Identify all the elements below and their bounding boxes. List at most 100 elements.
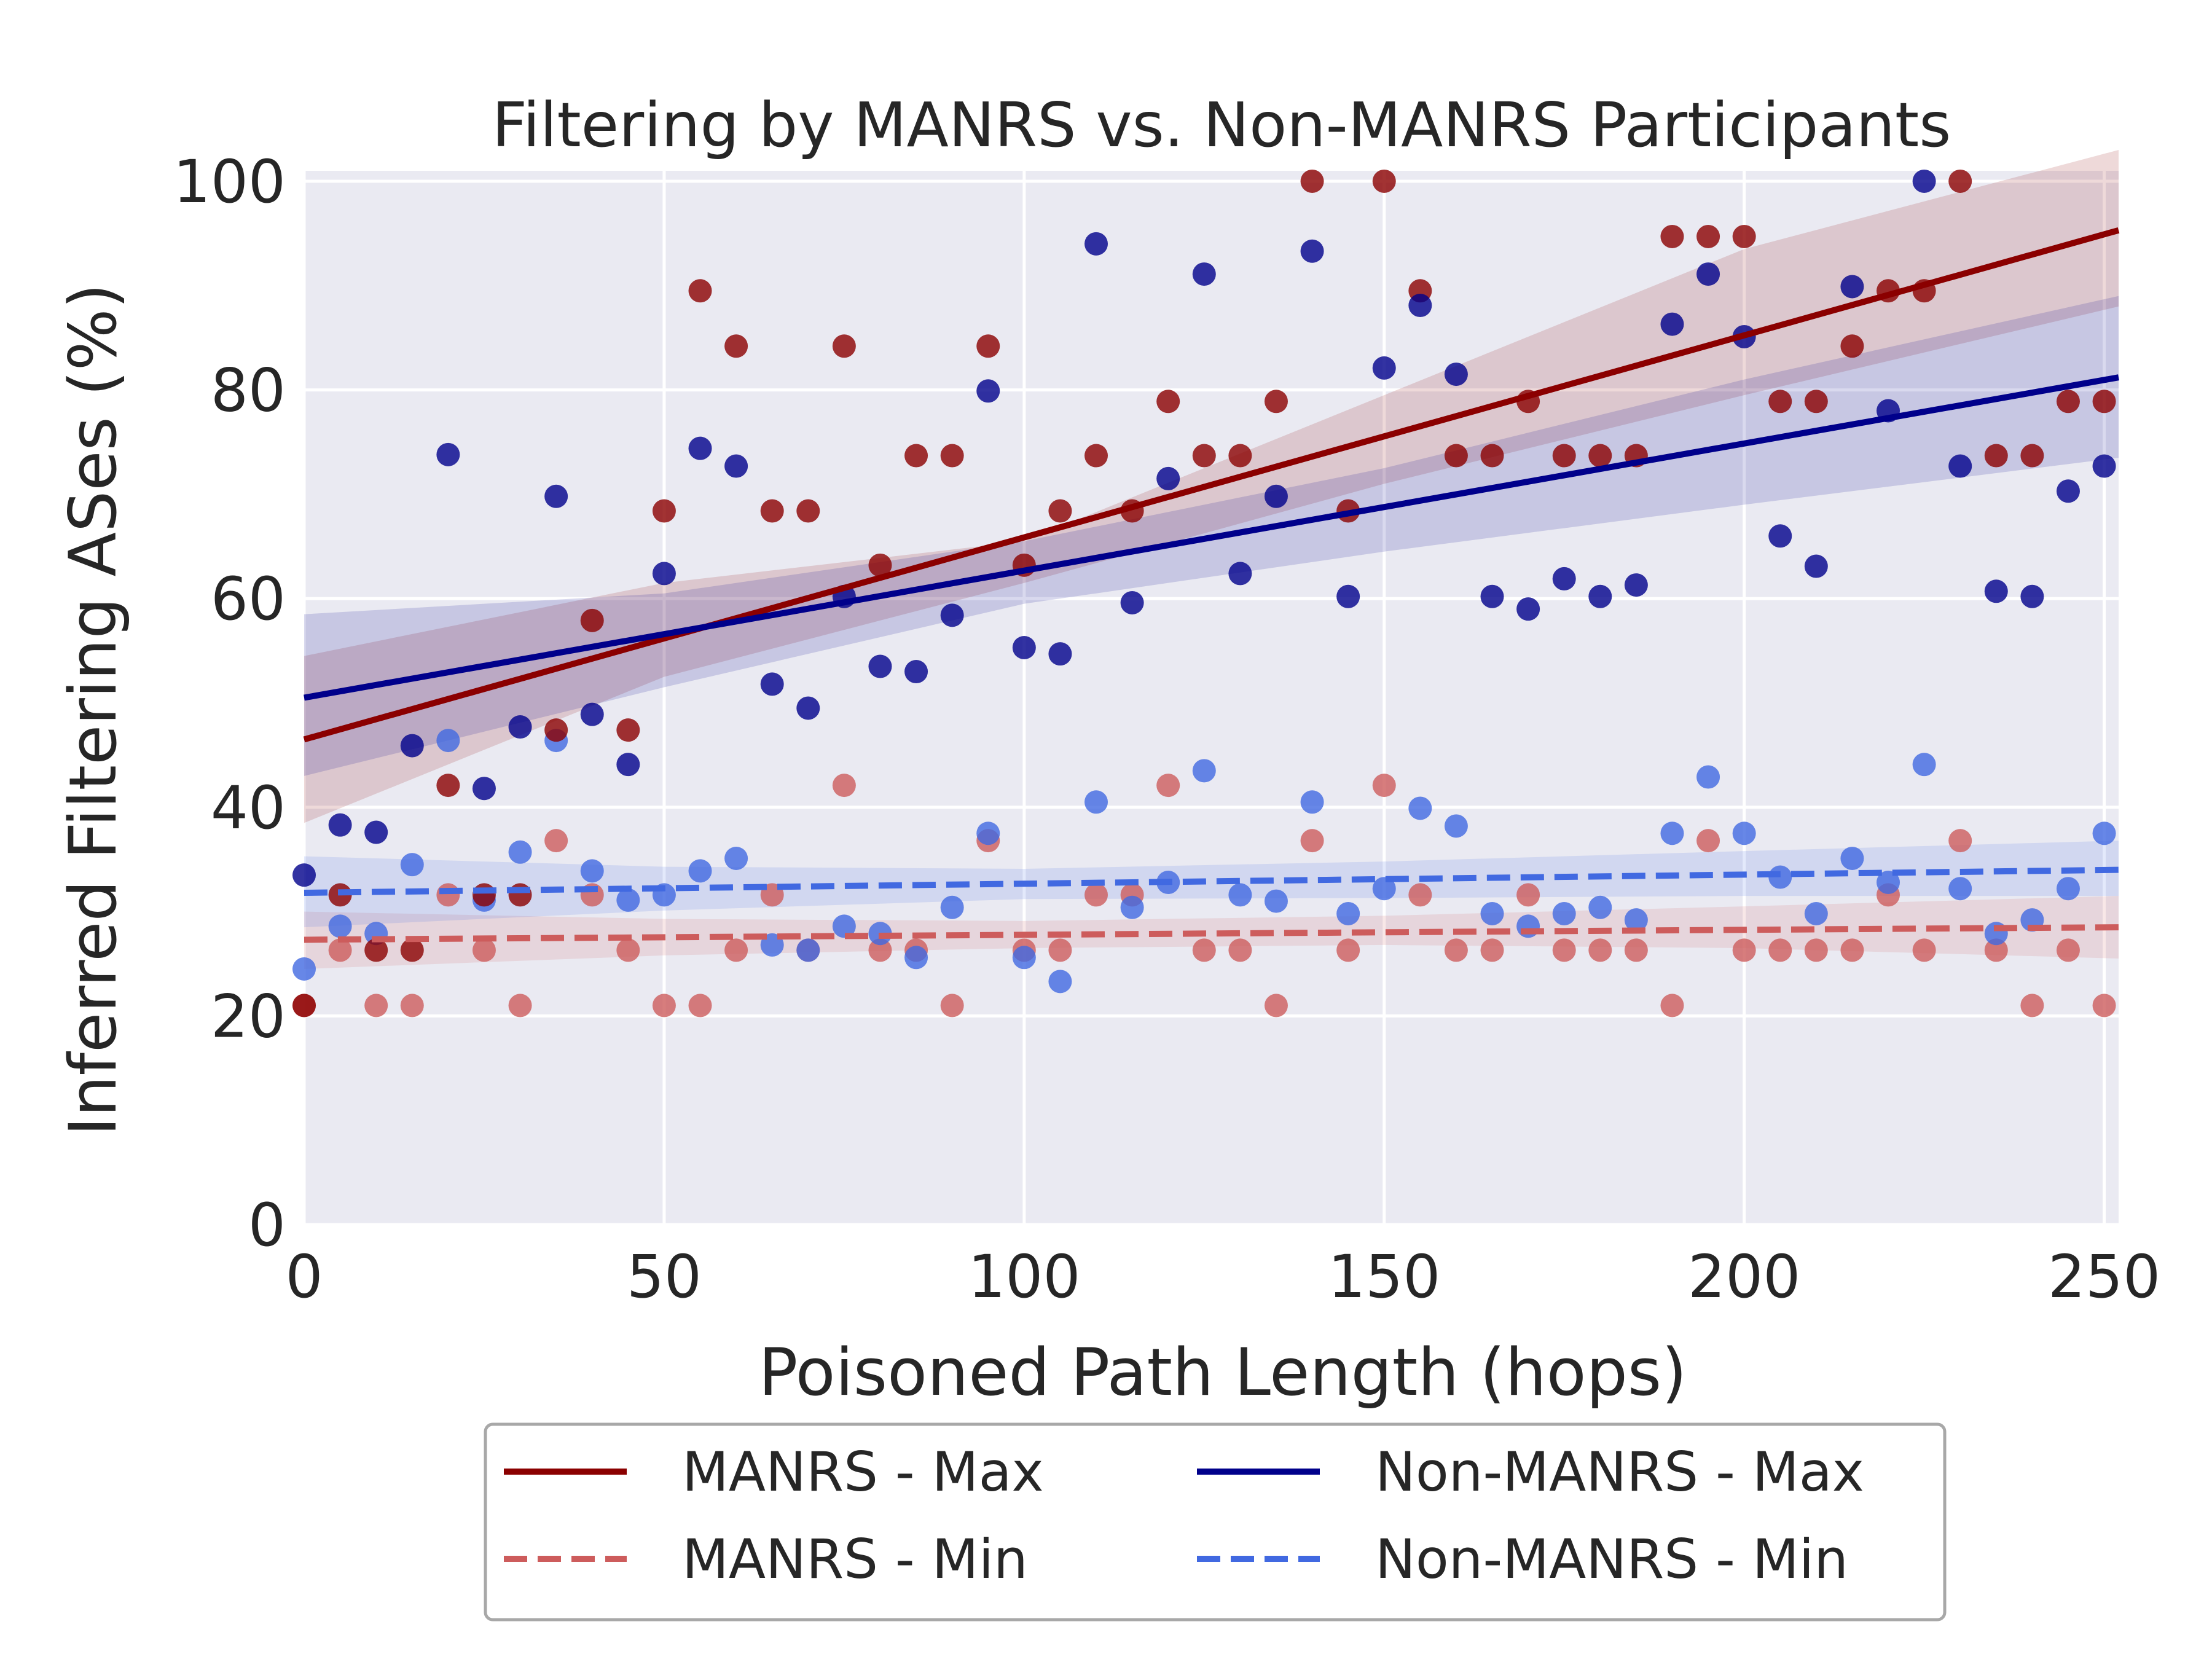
non-manrs-max-point: [1840, 275, 1864, 299]
manrs-max-point: [616, 718, 640, 742]
non-manrs-min-point: [1912, 753, 1936, 777]
manrs-min-point: [1444, 938, 1468, 962]
non-manrs-max-point: [616, 753, 640, 777]
manrs-max-point: [1264, 390, 1288, 414]
manrs-min-point: [508, 994, 532, 1018]
manrs-max-point: [2092, 390, 2116, 414]
manrs-max-point: [1228, 444, 1252, 468]
non-manrs-max-point: [292, 863, 316, 887]
non-manrs-max-point: [472, 777, 496, 801]
manrs-max-point: [1840, 334, 1864, 358]
non-manrs-max-point: [1588, 584, 1612, 608]
non-manrs-min-point: [1120, 895, 1144, 919]
manrs-max-point: [2020, 444, 2044, 468]
manrs-min-point: [436, 883, 460, 907]
manrs-max-point: [1768, 390, 1792, 414]
legend-label-manrs-max: MANRS - Max: [682, 1440, 1044, 1504]
y-tick-label: 0: [248, 1191, 286, 1260]
manrs-min-point: [2020, 994, 2044, 1018]
non-manrs-max-point: [1120, 590, 1144, 614]
manrs-min-point: [1840, 938, 1864, 962]
non-manrs-max-point: [1660, 312, 1684, 336]
non-manrs-min-point: [1408, 796, 1432, 820]
y-tick-label: 80: [211, 356, 286, 425]
non-manrs-max-point: [1552, 567, 1576, 590]
manrs-max-point: [688, 279, 712, 303]
non-manrs-min-point: [724, 846, 748, 870]
non-manrs-max-point: [796, 696, 820, 720]
non-manrs-min-point: [796, 938, 820, 962]
manrs-min-confidence-band: [304, 896, 2119, 969]
manrs-max-point: [760, 499, 784, 523]
non-manrs-min-point: [1444, 814, 1468, 838]
manrs-min-point: [1912, 938, 1936, 962]
manrs-min-point: [1552, 938, 1576, 962]
non-manrs-max-point: [1624, 573, 1648, 597]
manrs-min-point: [1768, 938, 1792, 962]
manrs-min-point: [1084, 883, 1108, 907]
manrs-min-point: [832, 774, 856, 798]
non-manrs-min-point: [1084, 790, 1108, 814]
non-manrs-min-confidence-band: [304, 841, 2119, 928]
y-tick-label: 100: [173, 147, 286, 216]
manrs-min-point: [1300, 829, 1324, 853]
legend: MANRS - Max Non-MANRS - Max MANRS - Min Non…: [484, 1422, 1947, 1622]
non-manrs-min-point: [1192, 759, 1216, 783]
non-manrs-max-point: [724, 454, 748, 478]
non-manrs-min-point: [2056, 877, 2080, 901]
manrs-max-point: [1300, 169, 1324, 193]
non-manrs-min-point: [1480, 901, 1504, 925]
non-manrs-max-point: [328, 813, 352, 837]
manrs-min-point: [1264, 994, 1288, 1018]
non-manrs-max-point: [436, 442, 460, 466]
non-manrs-max-point: [580, 702, 604, 726]
manrs-max-point: [904, 444, 928, 468]
non-manrs-max-point: [940, 603, 964, 627]
non-manrs-max-point: [2020, 584, 2044, 608]
non-manrs-max-point: [688, 436, 712, 460]
non-manrs-max-point: [976, 379, 1000, 403]
manrs-max-point: [1372, 169, 1396, 193]
manrs-min-point: [1408, 883, 1432, 907]
non-manrs-min-point: [400, 853, 424, 877]
manrs-min-point: [652, 994, 676, 1018]
x-tick-label: 100: [968, 1242, 1080, 1311]
manrs-max-point: [976, 334, 1000, 358]
x-tick-label: 50: [627, 1242, 702, 1311]
manrs-min-point: [1048, 938, 1072, 962]
non-manrs-min-point: [1696, 765, 1720, 789]
non-manrs-min-point: [1372, 877, 1396, 901]
non-manrs-min-point: [1048, 970, 1072, 994]
non-manrs-max-point: [2092, 454, 2116, 478]
non-manrs-min-point: [292, 957, 316, 981]
manrs-max-point: [1948, 169, 1972, 193]
manrs-min-point: [544, 829, 568, 853]
legend-frame: [484, 1422, 1947, 1622]
non-manrs-min-point: [1264, 889, 1288, 913]
non-manrs-max-point: [1084, 232, 1108, 256]
manrs-min-point: [1984, 938, 2008, 962]
non-manrs-min-point: [940, 895, 964, 919]
non-manrs-max-point: [760, 672, 784, 696]
manrs-max-fit-line: [303, 227, 2120, 743]
non-manrs-min-point: [436, 729, 460, 753]
manrs-max-point: [472, 883, 496, 907]
y-axis-label: Inferred Filtering ASes (%): [55, 283, 131, 1136]
manrs-min-point: [1732, 938, 1756, 962]
manrs-min-point: [1624, 938, 1648, 962]
non-manrs-max-point: [364, 820, 388, 844]
non-manrs-max-point: [1012, 635, 1036, 659]
manrs-min-point: [1156, 774, 1180, 798]
manrs-max-point: [1984, 444, 2008, 468]
non-manrs-max-point: [1156, 466, 1180, 490]
manrs-max-point: [1804, 390, 1828, 414]
manrs-max-point: [580, 608, 604, 632]
manrs-min-point: [1516, 883, 1540, 907]
non-manrs-min-point: [1840, 846, 1864, 870]
non-manrs-min-point: [1877, 871, 1900, 895]
manrs-max-point: [1732, 224, 1756, 248]
manrs-max-point: [2056, 390, 2080, 414]
non-manrs-min-point: [1588, 895, 1612, 919]
manrs-max-point: [292, 994, 316, 1018]
manrs-max-point: [400, 938, 424, 962]
